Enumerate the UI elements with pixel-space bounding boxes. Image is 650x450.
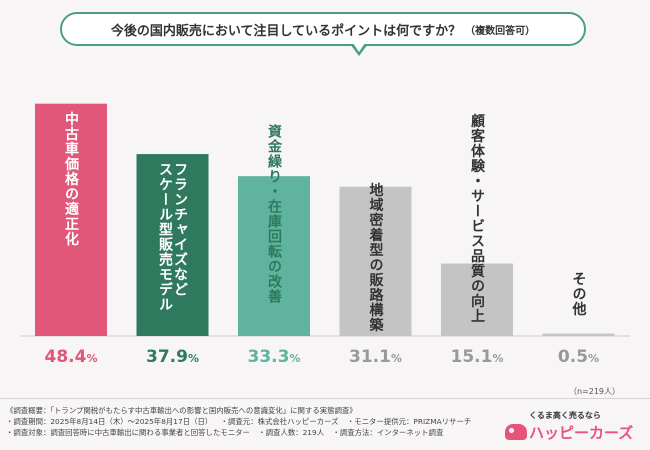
brand-logo: くるま高く売るなら ハッピーカーズ <box>505 410 645 446</box>
bar <box>441 263 513 336</box>
bar <box>35 103 107 337</box>
survey-summary-title: 《調査概要：「トランプ関税がもたらす中古車輸出への影響と国内販売への意識変化」に… <box>6 406 357 415</box>
footer-divider <box>0 398 650 399</box>
survey-summary-line3: ・調査対象：調査回答時に中古車輸出に関わる事業者と回答したモニター ・調査人数：… <box>6 428 444 437</box>
car-mascot-icon <box>505 424 527 440</box>
title-note: （複数回答可） <box>465 25 536 37</box>
bar <box>542 333 615 336</box>
value-label: 15.1% <box>451 347 504 367</box>
category-label: フランチャイズなど <box>172 162 188 297</box>
brand-tagline: くるま高く売るなら <box>529 411 601 420</box>
value-label: 48.4% <box>45 347 98 367</box>
value-label: 33.3% <box>248 347 301 367</box>
brand-name: ハッピーカーズ <box>529 424 634 442</box>
category-label: 地域密着型の販路構築 <box>368 182 385 333</box>
sample-size-note: （n=219人） <box>568 387 620 396</box>
category-label: その他 <box>571 272 588 317</box>
value-label: 31.1% <box>349 347 402 367</box>
survey-summary-line2: ・調査期間：2025年8月14日（木）～2025年8月17日（日） ・調査元：株… <box>6 417 472 426</box>
title-text: 今後の国内販売において注目しているポイントは何ですか？ <box>110 23 462 39</box>
category-label: 資金繰り・在庫回転の改善 <box>266 123 283 304</box>
category-label: スケール型販売モデル <box>157 162 173 312</box>
bar <box>136 154 209 336</box>
survey-summary: 《調査概要：「トランプ関税がもたらす中古車輸出への影響と国内販売への意識変化」に… <box>6 405 477 438</box>
category-label: 顧客体験・サービス品質の向上 <box>469 113 486 324</box>
bar <box>238 176 310 336</box>
category-label: 中古車価格の適正化 <box>63 111 80 247</box>
value-label: 0.5% <box>558 347 599 367</box>
chart-title: 今後の国内販売において注目しているポイントは何ですか？ （複数回答可） <box>60 12 586 46</box>
value-label: 37.9% <box>146 347 199 367</box>
bar <box>339 186 412 336</box>
